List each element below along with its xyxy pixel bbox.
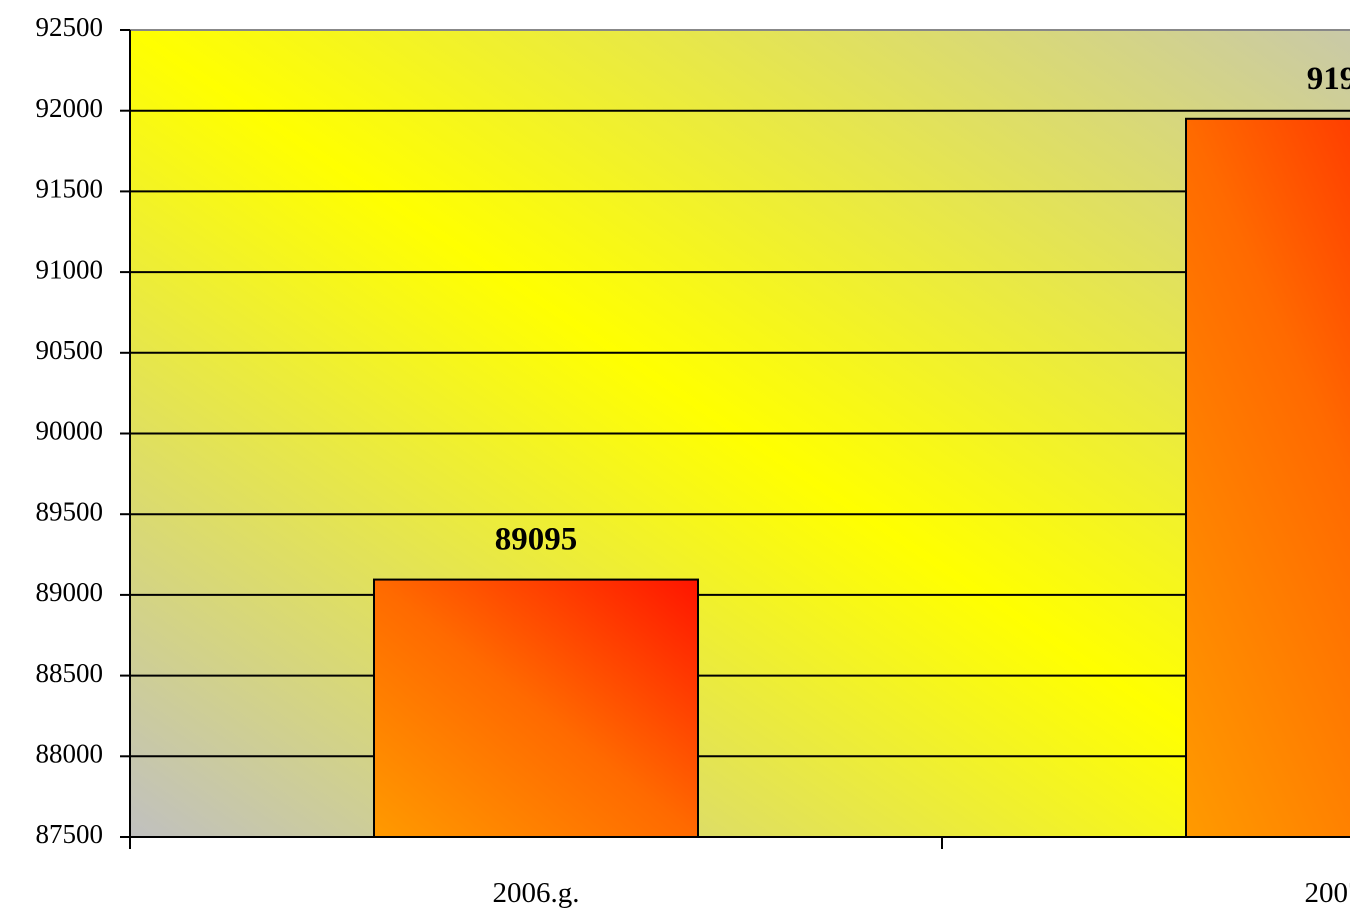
y-tick-label: 88500 [36, 658, 104, 688]
y-tick-label: 90500 [36, 335, 104, 365]
bar [373, 578, 699, 839]
value-label: 91950 [1307, 61, 1350, 97]
y-tick-label: 89500 [36, 496, 104, 526]
y-tick-label: 92000 [36, 93, 104, 123]
y-tick-label: 88000 [36, 739, 104, 769]
y-tick-label: 92500 [36, 12, 104, 42]
y-tick-label: 89000 [36, 577, 104, 607]
x-tick-label: 2006.g. [493, 877, 580, 909]
value-label: 89095 [495, 522, 578, 558]
y-tick-label: 91000 [36, 254, 104, 284]
y-tick-label: 87500 [36, 819, 104, 849]
y-tick-label: 91500 [36, 174, 104, 204]
x-tick-label: 2007.g. [1305, 877, 1350, 909]
bar [1185, 117, 1350, 838]
y-tick-label: 90000 [36, 416, 104, 446]
